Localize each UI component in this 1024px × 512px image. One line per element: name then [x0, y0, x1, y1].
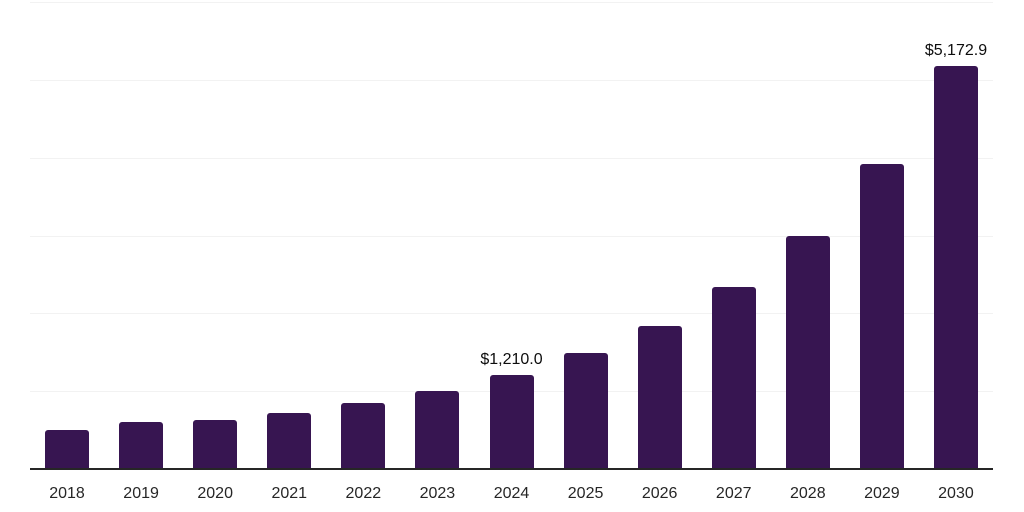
x-axis-line [30, 468, 993, 470]
x-tick-2021: 2021 [271, 485, 308, 502]
x-tick-2019: 2019 [123, 485, 159, 502]
gridline-2000 [30, 313, 993, 315]
x-tick-2024: 2024 [493, 485, 530, 502]
bar-2023 [415, 391, 460, 469]
x-tick-2030: 2030 [938, 485, 974, 502]
x-tick-2023: 2023 [419, 485, 456, 502]
bar-2019 [119, 422, 164, 469]
bar-2018 [45, 430, 90, 469]
x-tick-2028: 2028 [790, 485, 826, 502]
x-tick-2027: 2027 [715, 485, 752, 502]
bar-2022 [341, 402, 386, 469]
gridline-4000 [30, 157, 993, 159]
gridline-6000 [30, 2, 993, 3]
x-tick-2022: 2022 [345, 485, 382, 502]
bar-2028 [785, 235, 830, 469]
bar-2026 [637, 326, 682, 469]
bar-2025 [563, 353, 608, 469]
bar-2021 [267, 413, 312, 469]
x-tick-2018: 2018 [49, 485, 85, 502]
bar-2029 [859, 164, 904, 469]
x-tick-2025: 2025 [567, 485, 604, 502]
x-tick-2026: 2026 [641, 485, 678, 502]
x-tick-2029: 2029 [864, 485, 900, 502]
x-tick-2020: 2020 [197, 485, 233, 502]
bar-2020 [193, 420, 238, 469]
data-label-2024: $1,210.0 [480, 350, 543, 368]
bar-2030 [933, 66, 978, 469]
bar-2024 [489, 374, 534, 469]
gridline-3000 [30, 235, 993, 237]
gridline-5000 [30, 79, 993, 81]
data-label-2030: $5,172.9 [924, 42, 988, 60]
bar-2027 [711, 287, 756, 469]
